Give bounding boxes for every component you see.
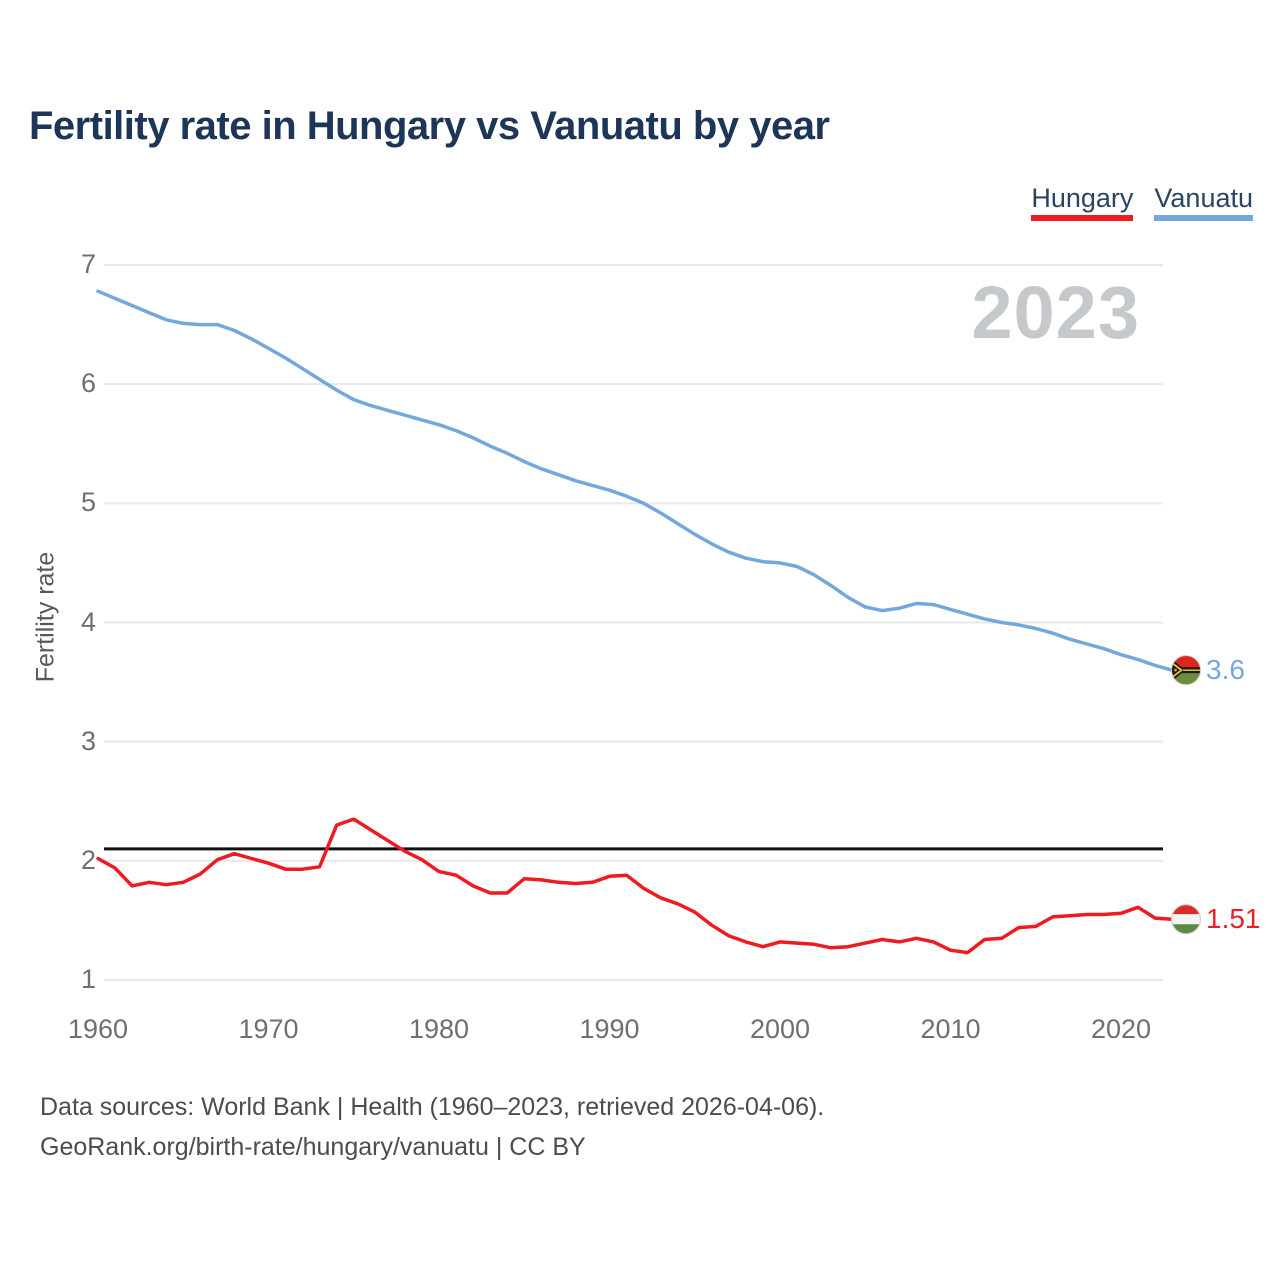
series-line-hungary [96,817,1174,955]
legend-item-vanuatu[interactable]: Vanuatu [1154,183,1253,222]
y-tick-label-2: 2 [80,844,96,875]
series-line-vanuatu [96,289,1174,672]
chart-title: Fertility rate in Hungary vs Vanuatu by … [29,104,830,148]
legend-color-bar-vanuatu [1154,215,1253,222]
y-tick-label-7: 7 [80,249,96,279]
x-tick-label-1970: 1970 [238,1014,299,1044]
x-tick-label-1980: 1980 [408,1014,470,1044]
x-tick-label-2010: 2010 [920,1014,981,1044]
series-end-value-vanuatu: 3.6 [1206,654,1245,686]
legend-label-hungary: Hungary [1031,183,1134,213]
x-tick-label-1990: 1990 [579,1014,640,1044]
legend-label-vanuatu: Vanuatu [1154,183,1253,213]
hungary-flag [1171,904,1201,935]
y-tick-label-5: 5 [80,487,96,518]
footer: Data sources: World Bank | Health (1960–… [40,1087,824,1167]
legend-item-hungary[interactable]: Hungary [1031,183,1134,222]
y-tick-label-6: 6 [80,368,96,399]
footer-data-sources: Data sources: World Bank | Health (1960–… [40,1093,825,1121]
legend: Hungary Vanuatu [1031,183,1253,222]
footer-attribution: GeoRank.org/birth-rate/hungary/vanuatu |… [40,1133,586,1161]
watermark-year: 2023 [971,271,1140,354]
y-tick-label-3: 3 [80,725,96,756]
vanuatu-flag [1171,655,1201,686]
y-tick-label-4: 4 [80,606,96,637]
x-tick-label-1960: 1960 [67,1014,129,1044]
x-tick-label-2020: 2020 [1090,1014,1152,1044]
legend-color-bar-hungary [1031,215,1134,222]
x-tick-label-2000: 2000 [749,1014,811,1044]
series-end-value-hungary: 1.51 [1206,903,1261,935]
y-tick-label-1: 1 [80,964,96,995]
